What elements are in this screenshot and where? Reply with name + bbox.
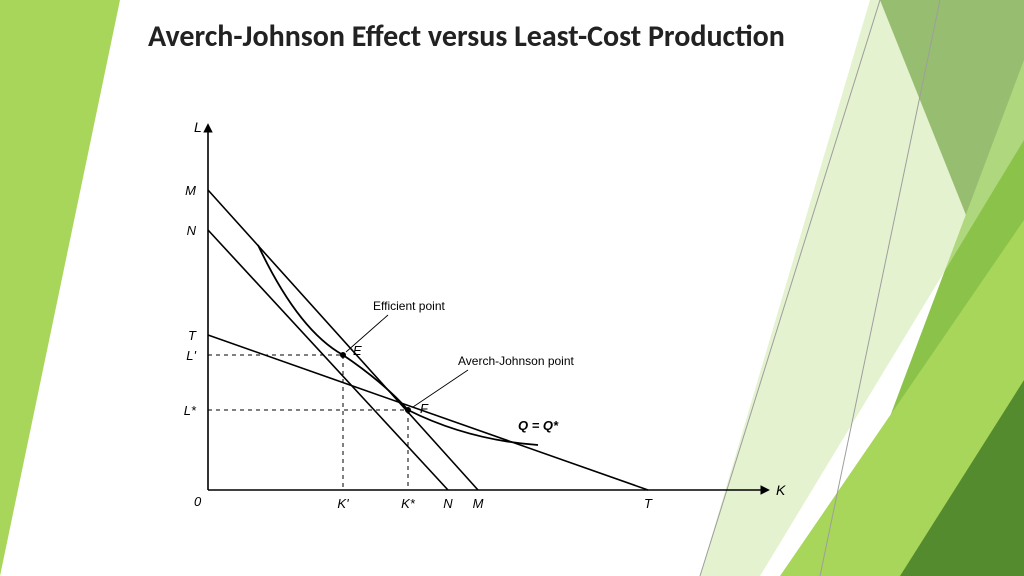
x-tick-T: T [644, 496, 653, 511]
x-tick-Ks: K* [401, 496, 416, 511]
deco-right-dark-2 [900, 380, 1024, 576]
economics-diagram: L K 0 Q = Q* M N T L' L* K' K* N M T E F Efficient point… [148, 110, 788, 530]
aj-point-label: Averch-Johnson point [458, 354, 575, 368]
deco-right-dark-1 [880, 0, 1024, 360]
y-tick-N: N [187, 223, 197, 238]
isocost-N [208, 230, 448, 490]
deco-left-triangle [0, 0, 120, 576]
x-tick-Kp: K' [337, 496, 349, 511]
deco-right-lime [780, 220, 1024, 576]
x-axis-label: K [776, 482, 786, 498]
point-label-F: F [420, 401, 429, 416]
y-tick-Ls: L* [184, 403, 197, 418]
regulated-T [208, 335, 648, 490]
efficient-point-label: Efficient point [373, 299, 445, 313]
origin-label: 0 [194, 494, 202, 509]
point-label-E: E [353, 343, 362, 358]
aj-point-label-leader [413, 370, 468, 407]
deco-right-olive [830, 60, 1024, 576]
y-tick-M: M [185, 183, 196, 198]
y-axis-label: L [194, 119, 202, 135]
x-tick-M: M [473, 496, 484, 511]
slide-title: Averch-Johnson Effect versus Least-Cost … [148, 18, 785, 56]
x-tick-N: N [443, 496, 453, 511]
isoquant-label: Q = Q* [518, 418, 559, 433]
y-tick-T: T [188, 328, 197, 343]
deco-outline-2 [820, 0, 940, 576]
efficient-point-label-leader [346, 315, 388, 352]
point-F [405, 407, 411, 413]
isoquant-Q [258, 245, 538, 445]
y-tick-Lp: L' [186, 348, 196, 363]
point-E [340, 352, 346, 358]
